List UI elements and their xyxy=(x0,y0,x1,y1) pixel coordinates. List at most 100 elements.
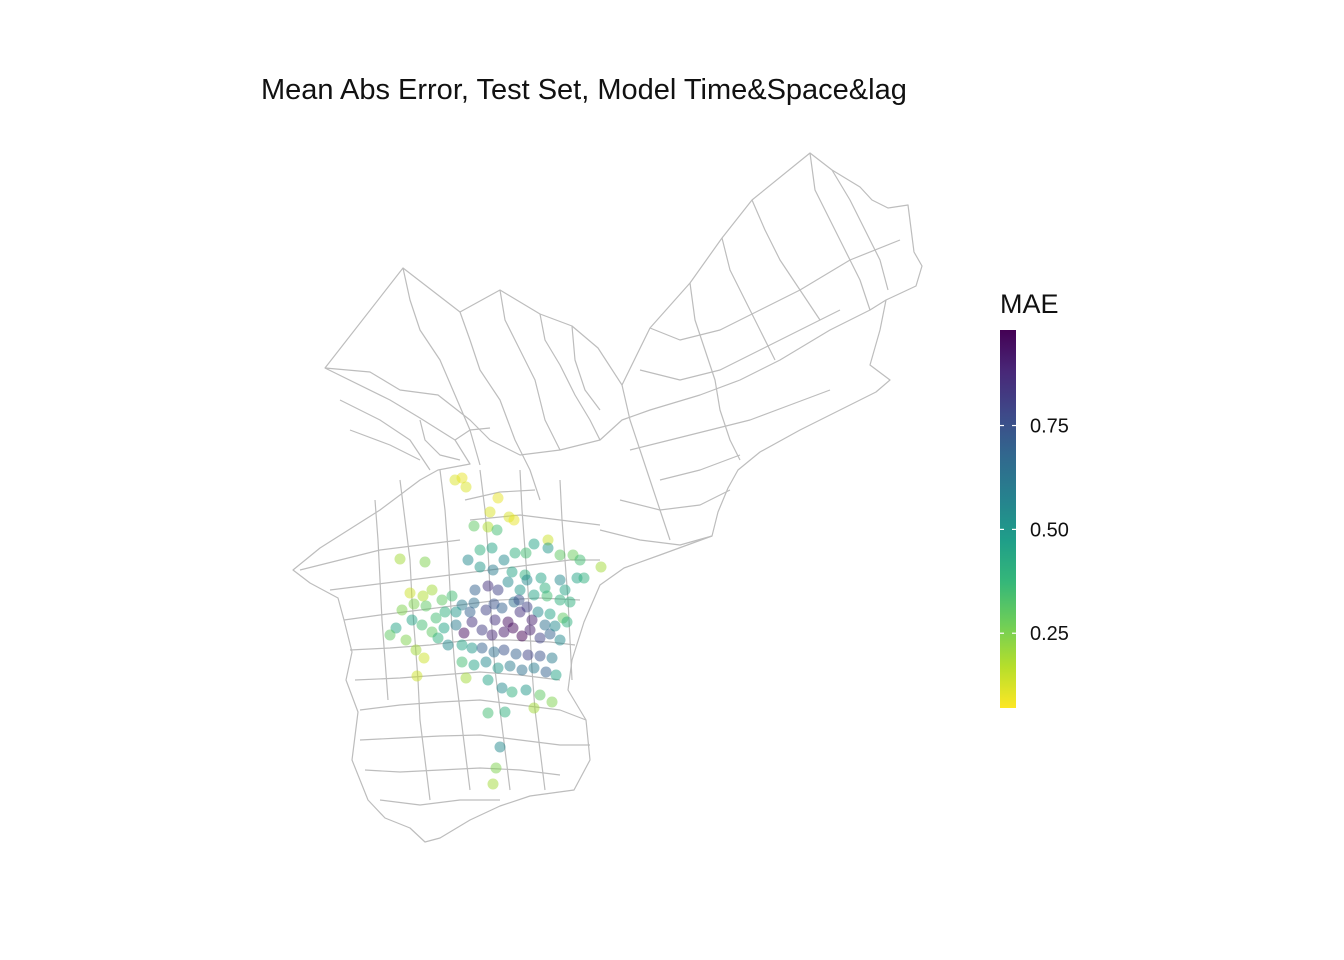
mae-point xyxy=(535,572,547,584)
mae-point xyxy=(476,624,488,636)
mae-point xyxy=(438,622,450,634)
mae-point xyxy=(426,584,438,596)
mae-point xyxy=(534,689,546,701)
legend-tick-label: 0.50 xyxy=(1030,519,1069,541)
mae-point xyxy=(509,547,521,559)
mae-point xyxy=(528,538,540,550)
mae-point xyxy=(406,614,418,626)
mae-point xyxy=(542,534,554,546)
mae-point xyxy=(468,520,480,532)
mae-point xyxy=(514,606,526,618)
mae-point xyxy=(419,556,431,568)
mae-point xyxy=(484,506,496,518)
mae-point xyxy=(482,707,494,719)
mae-point xyxy=(490,762,502,774)
mae-point xyxy=(554,574,566,586)
legend-colorbar xyxy=(1000,330,1016,708)
tract-boundaries xyxy=(299,152,901,806)
mae-point xyxy=(528,702,540,714)
mae-point xyxy=(430,612,442,624)
mae-point xyxy=(408,598,420,610)
mae-point xyxy=(476,642,488,654)
mae-point xyxy=(456,639,468,651)
mae-point xyxy=(491,524,503,536)
mae-point xyxy=(516,664,528,676)
mae-point xyxy=(482,580,494,592)
mae-point xyxy=(554,634,566,646)
mae-point xyxy=(574,554,586,566)
mae-point xyxy=(534,632,546,644)
mae-point xyxy=(420,600,432,612)
mae-point xyxy=(532,606,544,618)
mae-point xyxy=(458,627,470,639)
mae-point xyxy=(466,642,478,654)
mae-point xyxy=(488,646,500,658)
mae-point xyxy=(498,626,510,638)
mae-point xyxy=(544,608,556,620)
mae-point xyxy=(384,629,396,641)
mae-point xyxy=(486,542,498,554)
mae-point xyxy=(456,472,468,484)
mae-point xyxy=(506,686,518,698)
mae-point xyxy=(546,696,558,708)
mae-point xyxy=(520,547,532,559)
mae-point xyxy=(394,553,406,565)
mae-point xyxy=(498,644,510,656)
mae-point xyxy=(439,606,451,618)
mae-point xyxy=(502,616,514,628)
mae-point xyxy=(456,656,468,668)
legend: MAE 0.25 0.50 0.75 xyxy=(1000,289,1069,708)
mae-point xyxy=(474,544,486,556)
mae-point xyxy=(534,650,546,662)
mae-point xyxy=(487,564,499,576)
mae-point xyxy=(578,572,590,584)
mae-point xyxy=(526,614,538,626)
mae-point xyxy=(508,514,520,526)
mae-point xyxy=(514,584,526,596)
mae-point xyxy=(496,602,508,614)
mae-point xyxy=(410,644,422,656)
mae-point xyxy=(528,589,540,601)
chart-title: Mean Abs Error, Test Set, Model Time&Spa… xyxy=(261,74,907,106)
mae-point xyxy=(418,652,430,664)
mae-point xyxy=(416,619,428,631)
mae-point xyxy=(487,778,499,790)
mae-point xyxy=(480,656,492,668)
mae-point xyxy=(450,606,462,618)
mae-point xyxy=(520,684,532,696)
mae-point xyxy=(417,590,429,602)
mae-point xyxy=(559,584,571,596)
mae-point xyxy=(539,582,551,594)
mae-point xyxy=(549,620,561,632)
mae-point xyxy=(540,666,552,678)
mae-point xyxy=(482,521,494,533)
mae-point xyxy=(516,630,528,642)
city-map xyxy=(292,152,923,843)
mae-point xyxy=(400,634,412,646)
mae-point xyxy=(554,594,566,606)
mae-points-layer xyxy=(384,472,607,790)
mae-point xyxy=(460,481,472,493)
mae-point xyxy=(554,549,566,561)
mae-point xyxy=(513,594,525,606)
mae-point xyxy=(496,682,508,694)
mae-point xyxy=(396,604,408,616)
mae-point xyxy=(550,669,562,681)
mae-point xyxy=(494,741,506,753)
mae-point xyxy=(404,587,416,599)
legend-tick-label: 0.75 xyxy=(1030,416,1069,438)
mae-point xyxy=(468,659,480,671)
mae-point xyxy=(492,492,504,504)
legend-ticks: 0.25 0.50 0.75 xyxy=(1000,416,1069,645)
mae-point xyxy=(564,596,576,608)
mae-point xyxy=(436,594,448,606)
mae-point xyxy=(492,662,504,674)
mae-point xyxy=(460,672,472,684)
mae-point xyxy=(498,554,510,566)
mae-point xyxy=(539,619,551,631)
mae-point xyxy=(524,624,536,636)
mae-point xyxy=(468,597,480,609)
mae-point xyxy=(506,566,518,578)
mae-point xyxy=(464,606,476,618)
mae-point xyxy=(469,584,481,596)
